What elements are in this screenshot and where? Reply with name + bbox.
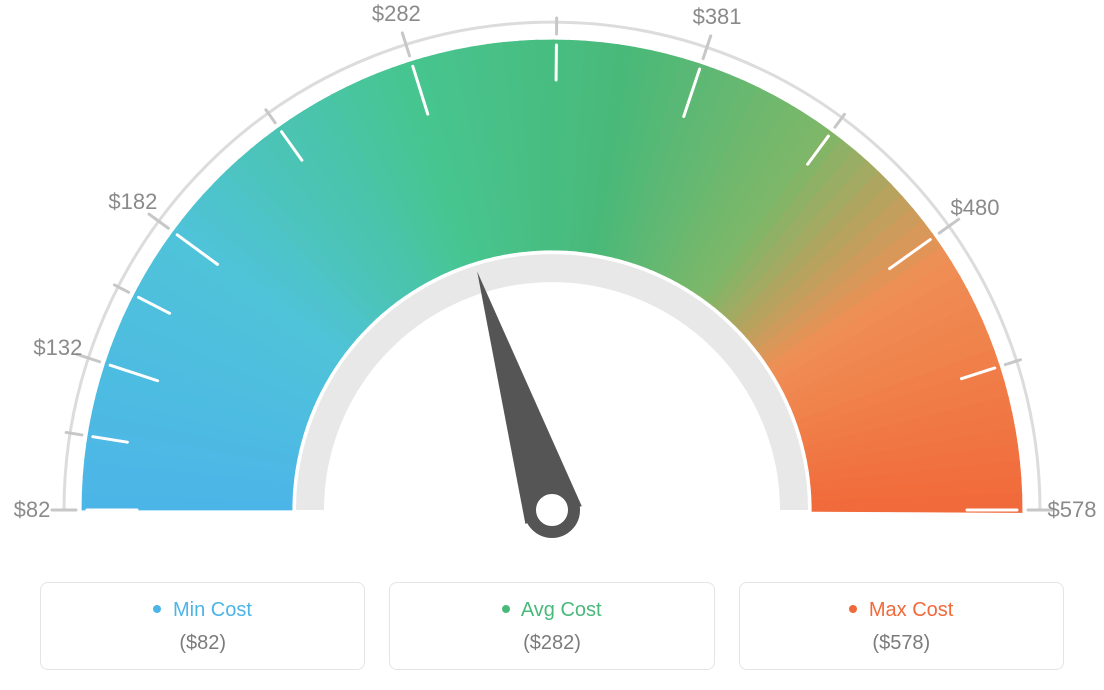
legend-card-max: Max Cost ($578) [739,582,1064,670]
tick-label: $82 [14,497,51,523]
legend-value-min: ($82) [51,632,354,655]
legend-row: Min Cost ($82) Avg Cost ($282) Max Cost … [40,582,1064,670]
tick-label: $480 [951,195,1000,221]
legend-title-text-avg: Avg Cost [521,599,602,621]
legend-title-max: Max Cost [750,599,1053,622]
tick-label: $132 [33,335,82,361]
legend-title-text-max: Max Cost [869,599,953,621]
gauge-chart-container: $82 $132 $182 $282 $381 $480 $578 Min Cost ($8… [0,0,1104,690]
tick-label: $381 [693,4,742,30]
gauge-svg [0,0,1104,560]
legend-card-avg: Avg Cost ($282) [389,582,714,670]
gauge-hub [530,488,574,532]
tick-label: $578 [1048,497,1097,523]
legend-value-max: ($578) [750,632,1053,655]
legend-dot-min [153,605,161,613]
legend-dot-max [849,605,857,613]
gauge-area: $82 $132 $182 $282 $381 $480 $578 [0,0,1104,560]
legend-value-avg: ($282) [400,632,703,655]
legend-title-avg: Avg Cost [400,599,703,622]
legend-card-min: Min Cost ($82) [40,582,365,670]
legend-title-text-min: Min Cost [173,599,252,621]
legend-dot-avg [502,605,510,613]
tick-label: $282 [372,1,421,27]
legend-title-min: Min Cost [51,599,354,622]
tick-label: $182 [108,189,157,215]
